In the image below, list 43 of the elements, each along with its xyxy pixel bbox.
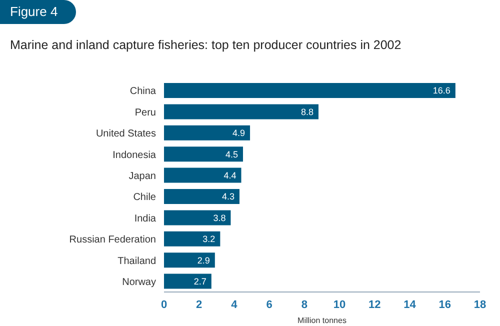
bar xyxy=(164,274,212,289)
data-label: 4.9 xyxy=(232,128,246,138)
bar xyxy=(164,146,243,162)
y-tick-label: Thailand xyxy=(118,256,156,267)
x-tick-label: 6 xyxy=(266,298,272,311)
x-tick-label: 0 xyxy=(160,298,168,311)
bar xyxy=(164,104,318,120)
bar xyxy=(164,231,220,246)
data-label: 4.3 xyxy=(222,192,234,202)
y-tick-label: Japan xyxy=(128,170,156,182)
y-tick-label: Peru xyxy=(134,107,156,118)
y-tick-label: Norway xyxy=(122,276,156,288)
y-tick-label: United States xyxy=(96,128,156,140)
x-tick-label: 2 xyxy=(196,298,202,311)
x-tick-label: 14 xyxy=(404,298,417,311)
x-tick-label: 16 xyxy=(438,298,452,311)
x-tick-label: 10 xyxy=(333,298,346,311)
data-label: 2.7 xyxy=(194,276,206,286)
bar xyxy=(164,168,242,183)
bar xyxy=(164,189,240,204)
data-label: 4.4 xyxy=(224,170,236,180)
x-tick-label: 4 xyxy=(231,298,238,311)
data-label: 16.6 xyxy=(432,86,450,96)
chart-title: Marine and inland capture fisheries: top ten producer countries in 2002 xyxy=(10,38,402,52)
y-tick-label: Chile xyxy=(133,192,156,204)
data-label: 3.2 xyxy=(202,234,216,244)
data-label: 8.8 xyxy=(300,106,314,117)
bar xyxy=(164,252,215,268)
x-tick-label: 18 xyxy=(474,298,486,311)
data-label: 4.5 xyxy=(225,149,238,160)
x-axis-title: Million tonnes xyxy=(296,316,348,325)
data-label: 3.8 xyxy=(213,212,226,223)
y-tick-label: India xyxy=(134,213,156,224)
caption: Figure 4 xyxy=(0,0,76,24)
bar xyxy=(164,210,231,226)
bar xyxy=(164,125,250,140)
x-tick-label: 12 xyxy=(368,298,381,311)
y-tick-label: China xyxy=(130,86,156,98)
data-label: 2.9 xyxy=(197,255,210,266)
x-tick-label: 8 xyxy=(301,298,308,311)
y-tick-label: Russian Federation xyxy=(69,234,156,246)
y-tick-label: Indonesia xyxy=(112,150,156,161)
bar xyxy=(164,83,456,98)
